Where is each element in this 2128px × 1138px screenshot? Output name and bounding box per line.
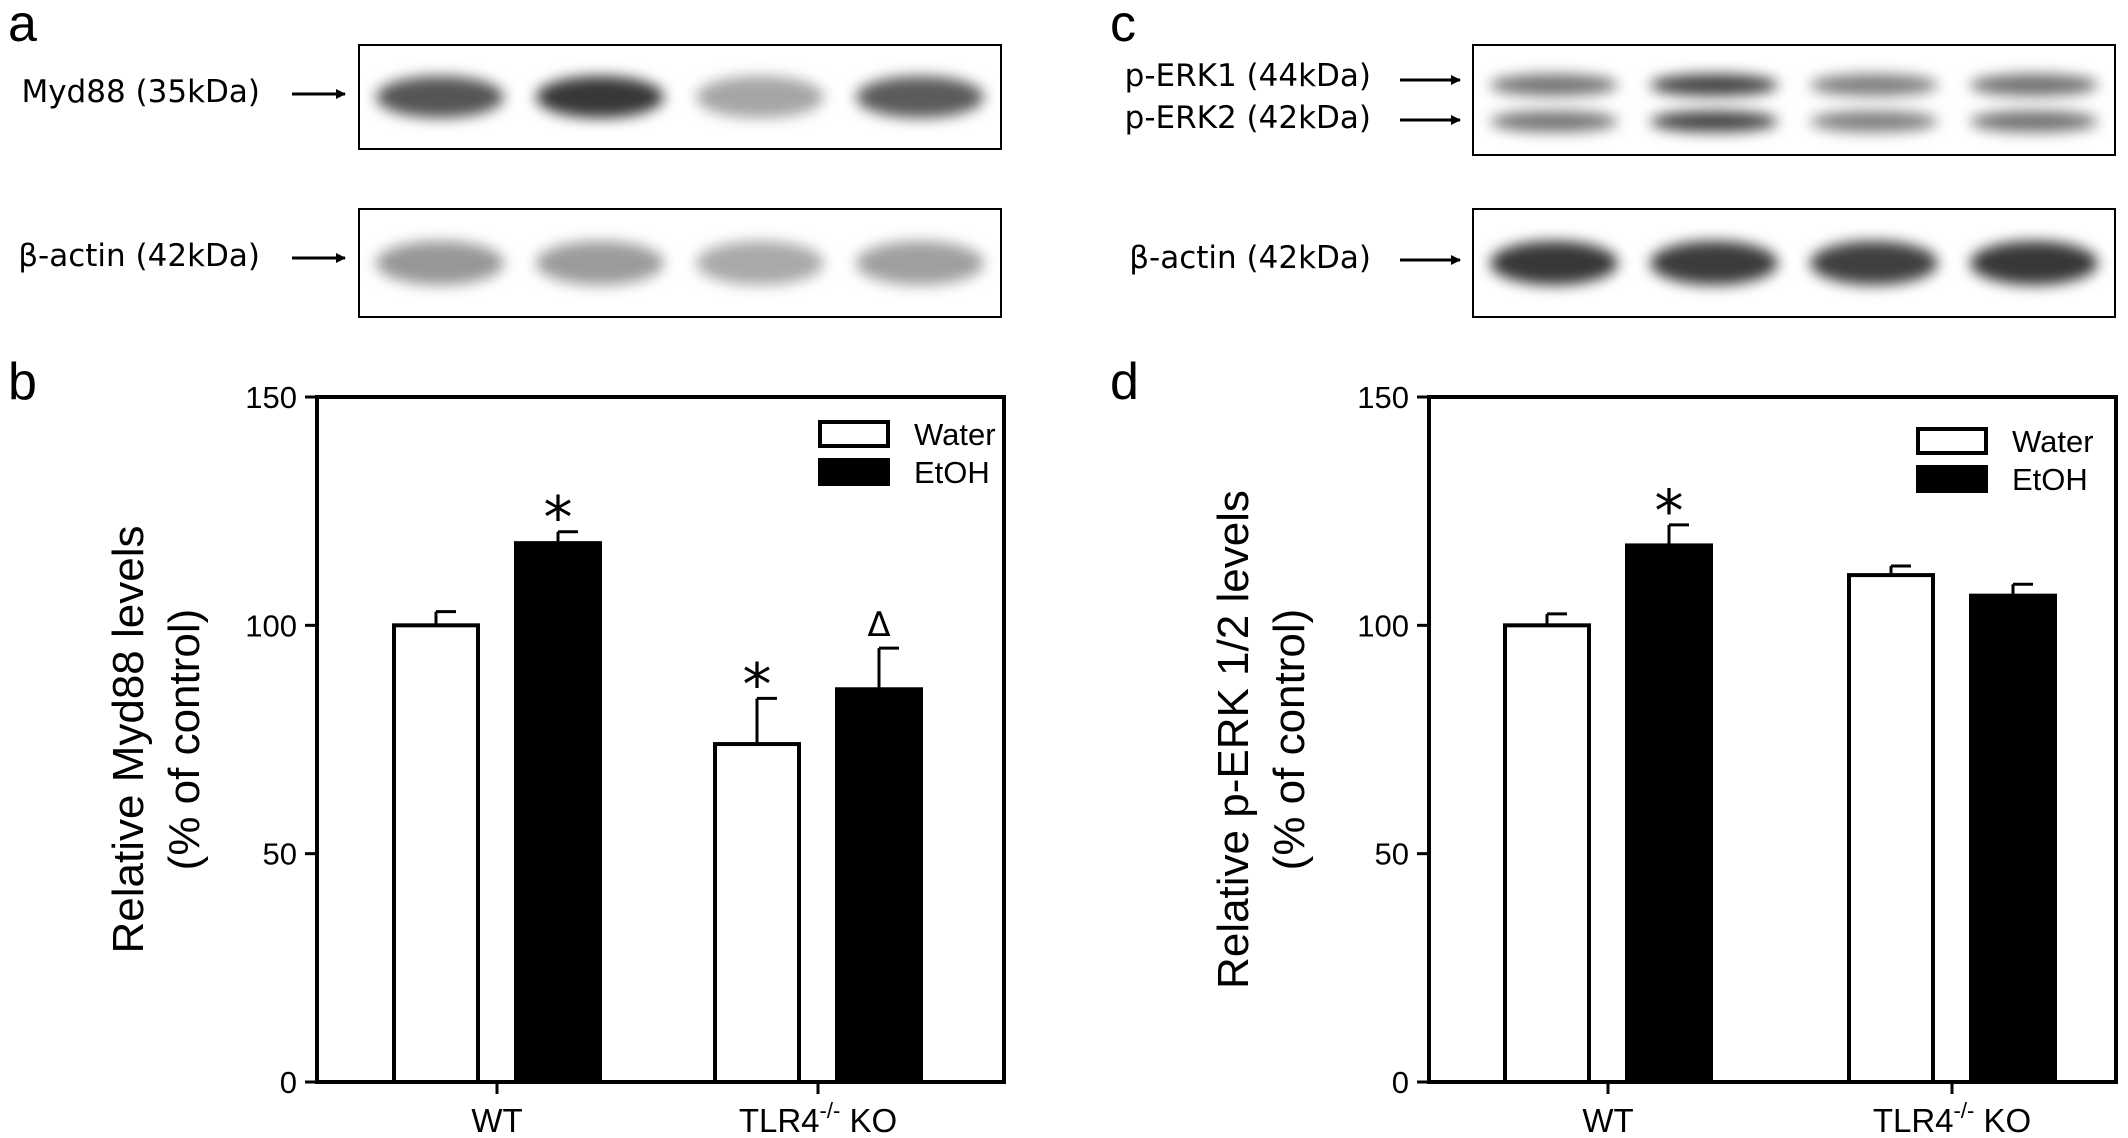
blot-actin-a xyxy=(358,208,1002,318)
blot-label-perk1: p-ERK1 (44kDa) xyxy=(1124,58,1371,94)
perk-band-4-2 xyxy=(1970,110,2098,133)
actin-a-band-3 xyxy=(696,240,824,286)
actin-a-band-4 xyxy=(856,240,984,286)
perk-band-1-2 xyxy=(1490,110,1618,133)
plot-frame xyxy=(315,395,1006,1084)
significance-marker: * xyxy=(1655,477,1684,545)
y-tick-label: 0 xyxy=(280,1065,297,1100)
x-tick-label: TLR4-/- KO xyxy=(1873,1098,2031,1138)
bar-etoh-1 xyxy=(514,541,602,1084)
actin-c-band-2 xyxy=(1650,240,1778,286)
bar-water-1 xyxy=(392,623,480,1084)
blot-label-perk2: p-ERK2 (42kDa) xyxy=(1124,100,1371,136)
perk-band-2-2 xyxy=(1650,110,1778,133)
legend-swatch-water xyxy=(1916,427,1988,455)
significance-marker: Δ xyxy=(867,605,890,645)
actin-a-band-1 xyxy=(376,240,504,286)
perk-band-3-1 xyxy=(1810,74,1938,96)
blot-label-actin-a: β-actin (42kDa) xyxy=(18,238,260,274)
x-tick-label: TLR4-/- KO xyxy=(739,1098,897,1138)
legend-label-etoh: EtOH xyxy=(914,455,990,490)
y-tick-label: 150 xyxy=(245,380,297,415)
y-tick-label: 0 xyxy=(1392,1065,1409,1100)
blot-label-actin-c: β-actin (42kDa) xyxy=(1129,240,1371,276)
perk-band-2-1 xyxy=(1650,74,1778,96)
legend-swatch-etoh xyxy=(818,458,890,486)
plot-frame xyxy=(1427,395,2118,1084)
perk-band-1-1 xyxy=(1490,74,1618,96)
legend-swatch-etoh xyxy=(1916,465,1988,493)
significance-marker: * xyxy=(743,650,772,718)
myd88-band-4 xyxy=(856,75,984,119)
actin-c-band-4 xyxy=(1970,240,2098,286)
perk-band-4-1 xyxy=(1970,74,2098,96)
myd88-band-3 xyxy=(696,75,824,119)
legend-swatch-water xyxy=(818,420,890,448)
bar-etoh-1 xyxy=(1625,543,1713,1084)
y-tick-label: 50 xyxy=(1375,837,1409,872)
bar-water-2 xyxy=(1847,573,1935,1084)
bar-water-1 xyxy=(1503,623,1591,1084)
actin-c-band-3 xyxy=(1810,240,1938,286)
y-axis-label: (% of control) xyxy=(160,609,209,871)
panel-letter-c: c xyxy=(1110,0,1136,53)
legend-label-water: Water xyxy=(2012,424,2094,459)
bar-etoh-2 xyxy=(1969,593,2057,1085)
panel-letter-d: d xyxy=(1110,353,1139,411)
legend-label-water: Water xyxy=(914,417,996,452)
y-tick-label: 100 xyxy=(1357,608,1409,643)
actin-c-band-1 xyxy=(1490,240,1618,286)
y-tick-label: 50 xyxy=(263,837,297,872)
legend-label-etoh: EtOH xyxy=(2012,462,2088,497)
y-tick-label: 100 xyxy=(245,608,297,643)
x-tick-label: WT xyxy=(1582,1102,1633,1138)
bar-water-2 xyxy=(713,742,801,1084)
panel-letter-a: a xyxy=(8,0,37,53)
myd88-band-2 xyxy=(536,75,664,119)
y-axis-label: Relative p-ERK 1/2 levels xyxy=(1209,490,1258,989)
y-axis-label: Relative Myd88 levels xyxy=(104,526,153,954)
x-tick-label: WT xyxy=(471,1102,522,1138)
actin-a-band-2 xyxy=(536,240,664,286)
blot-actin-c xyxy=(1472,208,2116,318)
blot-label-myd88: Myd88 (35kDa) xyxy=(21,74,260,110)
y-axis-label: (% of control) xyxy=(1265,609,1314,871)
significance-marker: * xyxy=(544,484,573,552)
bar-etoh-2 xyxy=(835,687,923,1084)
blot-perk xyxy=(1472,44,2116,156)
myd88-band-1 xyxy=(376,75,504,119)
panel-letter-b: b xyxy=(8,353,37,411)
perk-band-3-2 xyxy=(1810,110,1938,133)
blot-myd88 xyxy=(358,44,1002,150)
y-tick-label: 150 xyxy=(1357,380,1409,415)
